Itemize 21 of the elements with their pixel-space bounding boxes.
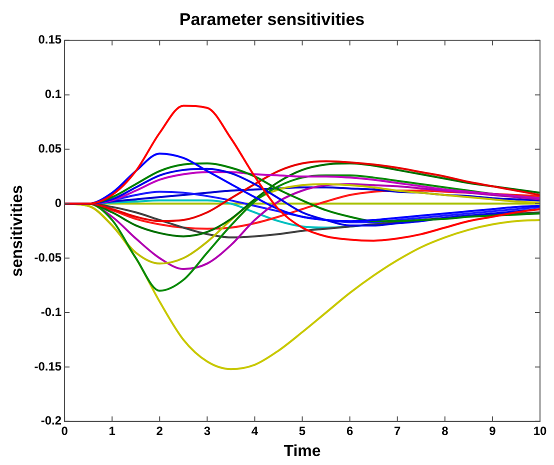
x-tick-label: 10 [533, 424, 547, 438]
x-tick-label: 7 [394, 424, 402, 438]
x-tick-label: 6 [346, 424, 354, 438]
x-tick-label: 4 [251, 424, 258, 438]
y-tick-label: 0 [54, 196, 62, 210]
y-tick-label: -0.2 [40, 414, 62, 428]
x-tick-label: 2 [156, 424, 164, 438]
x-tick-label: 3 [204, 424, 211, 438]
x-tick-label: 5 [298, 424, 306, 438]
y-tick-label: 0.1 [44, 87, 62, 102]
y-axis-title: sensitivities [9, 185, 26, 277]
y-tick-label: 0.15 [38, 32, 62, 47]
x-tick-label: 8 [442, 424, 449, 438]
x-tick-label: 1 [108, 424, 116, 438]
x-axis-title: Time [284, 442, 321, 460]
x-tick-label: 9 [489, 424, 496, 438]
y-tick-label: 0.05 [38, 142, 62, 156]
y-tick-label: -0.1 [40, 304, 62, 319]
y-tick-label: -0.05 [34, 250, 62, 264]
chart-title: Parameter sensitivities [179, 10, 365, 29]
y-tick-label: -0.15 [34, 359, 62, 374]
